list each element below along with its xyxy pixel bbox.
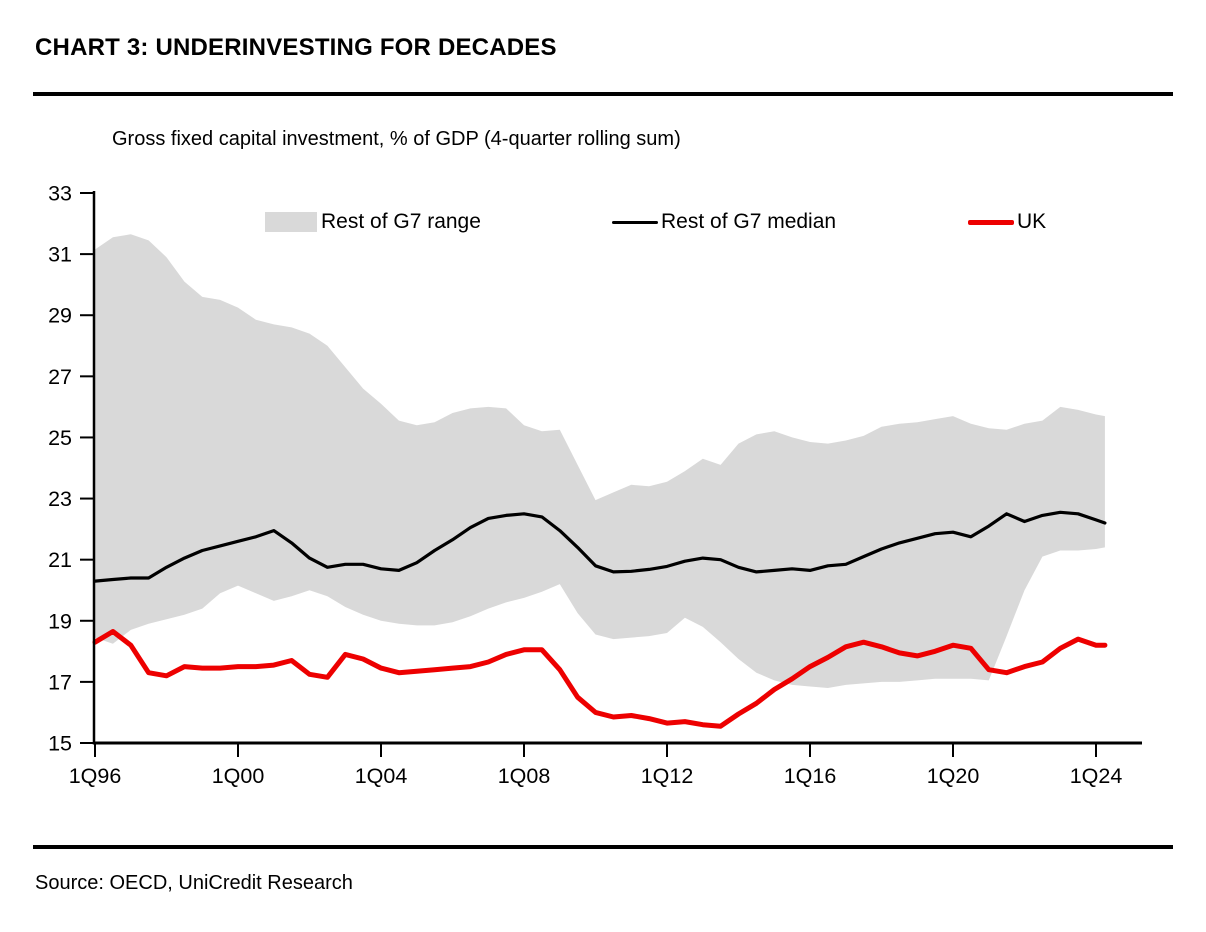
legend-item-g7-range: Rest of G7 range xyxy=(265,209,481,235)
g7-range-band xyxy=(95,234,1105,689)
legend-item-uk: UK xyxy=(968,209,1046,235)
y-tick-label: 23 xyxy=(48,487,72,511)
x-tick-label: 1Q00 xyxy=(212,764,265,788)
y-tick-label: 27 xyxy=(48,365,72,389)
y-tick-label: 29 xyxy=(48,304,72,328)
chart-title: CHART 3: UNDERINVESTING FOR DECADES xyxy=(35,34,557,61)
axes xyxy=(92,191,1142,745)
legend-item-g7-median: Rest of G7 median xyxy=(612,209,836,235)
tick-labels: 33 31 29 27 25 23 21 19 17 15 1Q96 1Q00 1Q04 1Q08 1Q12… xyxy=(48,182,1122,789)
x-tick-label: 1Q04 xyxy=(355,764,408,788)
g7-range-swatch xyxy=(265,212,317,232)
y-tick-label: 17 xyxy=(48,670,72,694)
series-lines xyxy=(92,510,1108,729)
legend-label-g7-range: Rest of G7 range xyxy=(321,210,481,233)
x-tick-label: 1Q96 xyxy=(69,764,122,788)
bottom-rule xyxy=(33,845,1173,849)
g7-range-polygon xyxy=(95,234,1105,689)
x-tick-label: 1Q16 xyxy=(784,764,837,788)
y-tick-label: 19 xyxy=(48,609,72,633)
x-tick-label: 1Q12 xyxy=(641,764,694,788)
y-tick-label: 31 xyxy=(48,243,72,267)
y-tick-label: 33 xyxy=(48,182,72,206)
chart-subtitle: Gross fixed capital investment, % of GDP… xyxy=(112,128,681,150)
x-tick-label: 1Q08 xyxy=(498,764,551,788)
legend-label-uk: UK xyxy=(1017,210,1047,233)
y-tick-label: 15 xyxy=(48,732,72,756)
source-note: Source: OECD, UniCredit Research xyxy=(35,872,353,894)
y-tick-label: 21 xyxy=(48,548,72,572)
top-rule xyxy=(33,92,1173,96)
legend-label-g7-median: Rest of G7 median xyxy=(661,210,837,233)
uk-swatch xyxy=(968,219,1014,225)
x-tick-label: 1Q20 xyxy=(927,764,980,788)
x-tick-label: 1Q24 xyxy=(1070,764,1123,788)
g7-median-line xyxy=(93,510,1107,583)
uk-line xyxy=(92,629,1108,729)
y-tick-label: 25 xyxy=(48,426,72,450)
g7-median-swatch xyxy=(612,220,658,224)
